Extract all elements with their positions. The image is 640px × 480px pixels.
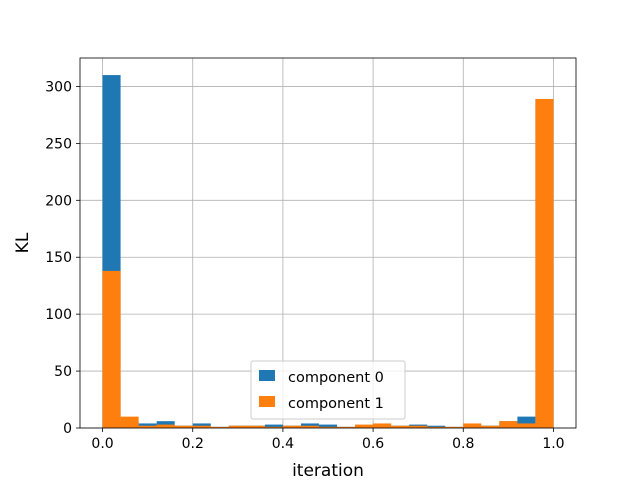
bar-component-0 [264,424,283,428]
bar-component-1 [300,425,319,428]
bar-component-1 [373,423,392,428]
legend-label-component-0: component 0 [288,370,384,386]
bar-component-1 [463,423,482,428]
bar-component-1 [391,425,410,428]
y-tick-label: 250 [45,136,72,152]
y-tick-label: 100 [45,307,72,323]
bar-component-1 [120,416,139,428]
bar-component-1 [337,426,356,428]
bar-component-1 [445,426,464,428]
bar-component-1 [228,425,247,428]
legend-swatch-component-1 [259,396,275,407]
bar-component-1 [427,426,446,428]
x-tick-label: 0.2 [182,436,204,452]
x-tick-label: 0.8 [452,436,474,452]
bar-component-0 [517,416,536,428]
y-tick-label: 50 [54,364,72,380]
bar-component-1 [409,425,428,428]
plot-frame [79,57,577,429]
bar-component-1 [499,421,518,428]
x-tick-label: 1.0 [542,436,564,452]
bars [102,75,554,429]
x-tick-label: 0.6 [362,436,384,452]
bar-component-0 [318,424,338,428]
legend-label-component-1: component 1 [288,396,384,412]
y-tick-label: 300 [45,79,72,95]
bar-component-1 [481,425,500,428]
bar-component-1 [102,270,121,428]
y-tick-label: 200 [45,193,72,209]
bar-component-1 [318,426,338,428]
y-tick-label: 0 [63,421,72,437]
bar-component-1 [282,425,301,428]
bar-component-1 [264,426,283,428]
bar-component-1 [210,426,229,428]
bar-component-1 [355,424,374,428]
bar-component-1 [174,425,193,428]
y-axis-label: KL [13,232,33,253]
x-tick-label: 0.0 [91,436,113,452]
bar-component-1 [192,425,211,428]
bar-component-1 [156,424,175,428]
bar-component-1 [246,425,265,428]
y-tick-label: 150 [45,250,72,266]
legend-box [250,360,406,420]
x-axis-label: iteration [292,461,364,480]
legend-swatch-component-0 [259,370,275,381]
bar-component-1 [138,425,157,428]
ticks: 0.0 0.2 0.4 0.6 0.8 1.0 0 50 100 150 200 250 300 [45,79,564,452]
legend: component 0 component 1 [250,360,406,420]
x-tick-label: 0.4 [272,436,294,452]
bar-component-1 [535,98,554,428]
bar-component-1 [517,423,536,428]
bar-component-0 [156,421,175,428]
